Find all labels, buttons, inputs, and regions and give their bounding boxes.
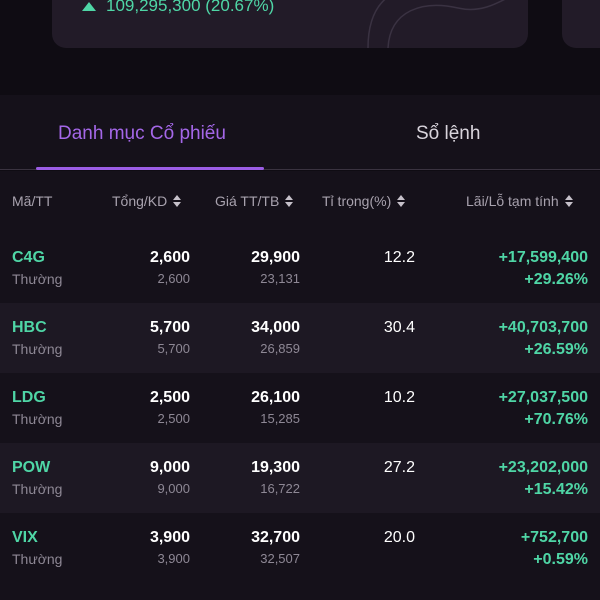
header-price-label: Giá TT/TB [215, 193, 280, 209]
qty-total: 2,500 [149, 389, 190, 406]
header-code-label: Mã/TT [12, 193, 53, 209]
avg-price: 23,131 [260, 271, 300, 286]
tab-stock-portfolio[interactable]: Danh mục Cổ phiếu [58, 123, 226, 144]
pl-percent: +15.42% [524, 481, 588, 498]
market-price: 32,700 [251, 529, 300, 546]
header-qty[interactable]: Tổng/KD [112, 193, 182, 209]
sort-icon[interactable] [285, 195, 294, 207]
active-tab-indicator [36, 167, 264, 170]
qty-available: 2,500 [157, 411, 190, 426]
stock-code[interactable]: HBC [12, 319, 47, 336]
pl-value: +40,703,700 [498, 319, 588, 336]
qty-available: 5,700 [157, 341, 190, 356]
weight-value: 10.2 [383, 389, 415, 406]
header-weight-label: Tỉ trọng(%) [322, 193, 392, 209]
market-price: 26,100 [251, 389, 300, 406]
qty-available: 2,600 [157, 271, 190, 286]
sort-icon[interactable] [397, 195, 406, 207]
table-row[interactable]: HBC Thường 5,700 5,700 34,000 26,859 30.… [0, 303, 600, 373]
table-row[interactable]: LDG Thường 2,500 2,500 26,100 15,285 10.… [0, 373, 600, 443]
pl-percent: +0.59% [533, 551, 588, 568]
qty-total: 5,700 [149, 319, 190, 336]
header-code: Mã/TT [12, 193, 52, 209]
weight-value: 27.2 [383, 459, 415, 476]
header-pl-label: Lãi/Lỗ tạm tính [466, 193, 559, 209]
pl-value: +17,599,400 [498, 249, 588, 266]
weight-value: 12.2 [383, 249, 415, 266]
table-row[interactable]: C4G Thường 2,600 2,600 29,900 23,131 12.… [0, 233, 600, 303]
header-price[interactable]: Giá TT/TB [215, 193, 294, 209]
stock-code[interactable]: LDG [12, 389, 46, 406]
up-arrow-icon [82, 1, 96, 11]
avg-price: 16,722 [260, 481, 300, 496]
stock-type: Thường [12, 551, 63, 567]
tab-order-book[interactable]: Sổ lệnh [416, 123, 481, 144]
stock-type: Thường [12, 341, 63, 357]
qty-total: 2,600 [149, 249, 190, 266]
table-row[interactable]: VIX Thường 3,900 3,900 32,700 32,507 20.… [0, 513, 600, 583]
market-price: 19,300 [251, 459, 300, 476]
sort-icon[interactable] [173, 195, 182, 207]
pl-percent: +29.26% [524, 271, 588, 288]
stock-code[interactable]: C4G [12, 249, 45, 266]
pl-percent: +70.76% [524, 411, 588, 428]
table-row[interactable]: POW Thường 9,000 9,000 19,300 16,722 27.… [0, 443, 600, 513]
profit-summary: 109,295,300 (20.67%) [82, 0, 274, 16]
avg-price: 32,507 [260, 551, 300, 566]
sort-icon[interactable] [564, 195, 573, 207]
qty-available: 9,000 [157, 481, 190, 496]
portfolio-summary-card[interactable]: 109,295,300 (20.67%) [52, 0, 528, 48]
pl-value: +23,202,000 [498, 459, 588, 476]
pl-value: +752,700 [520, 529, 588, 546]
portfolio-summary-area: 109,295,300 (20.67%) [0, 0, 600, 95]
avg-price: 26,859 [260, 341, 300, 356]
avg-price: 15,285 [260, 411, 300, 426]
weight-value: 20.0 [383, 529, 415, 546]
stock-code[interactable]: POW [12, 459, 51, 476]
table-header: Mã/TT Tổng/KD Giá TT/TB Tỉ trọng(%) Lãi/… [0, 171, 600, 233]
qty-available: 3,900 [157, 551, 190, 566]
header-weight[interactable]: Tỉ trọng(%) [322, 193, 406, 209]
header-qty-label: Tổng/KD [112, 193, 168, 209]
profit-summary-value: 109,295,300 (20.67%) [106, 0, 275, 15]
market-price: 29,900 [251, 249, 300, 266]
card-decoration [367, 0, 506, 48]
portfolio-table: Mã/TT Tổng/KD Giá TT/TB Tỉ trọng(%) Lãi/… [0, 171, 600, 600]
stock-code[interactable]: VIX [12, 529, 38, 546]
stock-type: Thường [12, 271, 63, 287]
pl-value: +27,037,500 [498, 389, 588, 406]
header-pl[interactable]: Lãi/Lỗ tạm tính [466, 193, 573, 209]
weight-value: 30.4 [383, 319, 415, 336]
secondary-summary-card[interactable] [562, 0, 600, 48]
qty-total: 3,900 [149, 529, 190, 546]
tab-bar: Danh mục Cổ phiếu Sổ lệnh [0, 95, 600, 170]
qty-total: 9,000 [149, 459, 190, 476]
pl-percent: +26.59% [524, 341, 588, 358]
stock-type: Thường [12, 481, 63, 497]
market-price: 34,000 [251, 319, 300, 336]
stock-type: Thường [12, 411, 63, 427]
